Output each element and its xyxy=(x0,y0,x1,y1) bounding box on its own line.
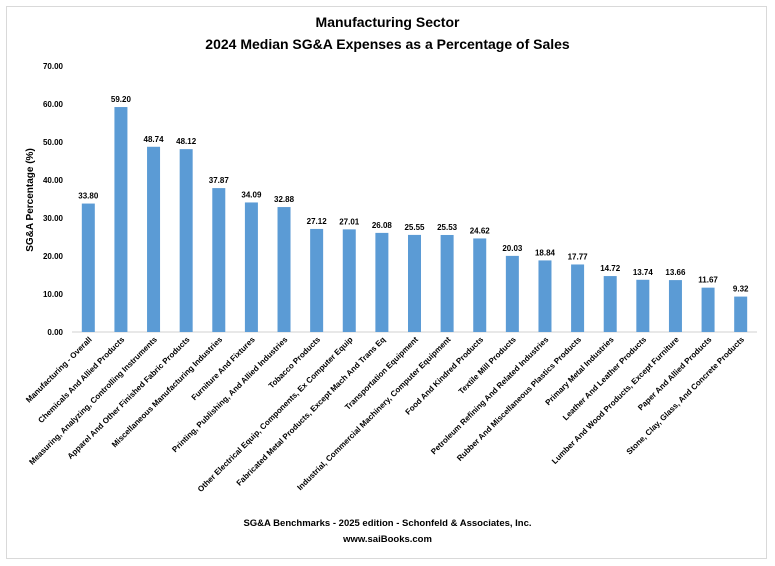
bar xyxy=(310,228,324,332)
bar-value-label: 32.88 xyxy=(274,195,295,204)
bar xyxy=(342,229,356,332)
bar xyxy=(636,279,650,332)
bar xyxy=(81,203,95,332)
bar-value-label: 33.80 xyxy=(78,192,99,201)
category-label: Rubber And Miscellaneous Plastics Produc… xyxy=(455,335,583,463)
y-tick-label: 20.00 xyxy=(43,252,64,261)
bar-value-label: 25.53 xyxy=(437,223,458,232)
y-axis-label: SG&A Percentage (%) xyxy=(25,148,36,252)
bar-value-label: 25.55 xyxy=(404,223,425,232)
bar xyxy=(734,296,748,332)
bar-value-label: 37.87 xyxy=(209,176,230,185)
category-label: Printing, Publishing, And Allied Industr… xyxy=(170,335,289,454)
bar-value-label: 17.77 xyxy=(568,252,589,261)
bar xyxy=(408,234,421,332)
category-label: Measuring, Analyzing, Controlling Instru… xyxy=(27,335,159,467)
bar xyxy=(440,234,454,332)
y-tick-label: 70.00 xyxy=(43,62,64,71)
category-label: Industrial, Commercial Machinery, Comput… xyxy=(295,335,452,492)
chart-subtitle: 2024 Median SG&A Expenses as a Percentag… xyxy=(205,36,570,52)
bar xyxy=(179,149,193,332)
bar-series xyxy=(81,107,748,332)
bar-value-label: 27.12 xyxy=(307,217,328,226)
bar-value-label: 14.72 xyxy=(600,264,621,273)
bar xyxy=(571,264,585,332)
bar-value-label: 20.03 xyxy=(502,244,523,253)
y-axis-ticks: 0.00 10.00 20.00 30.00 40.00 50.00 60.00 70.00 xyxy=(43,62,64,337)
category-label: Furniture And Fixtures xyxy=(190,335,258,403)
category-label: Manufacturing - Overall xyxy=(24,335,94,405)
bar xyxy=(668,280,682,332)
bar-value-label: 11.67 xyxy=(698,276,718,285)
bar xyxy=(473,238,487,332)
bar xyxy=(701,287,715,332)
bar-value-label: 48.74 xyxy=(144,135,165,144)
y-tick-label: 0.00 xyxy=(47,328,63,337)
bar-value-label: 13.74 xyxy=(633,268,654,277)
bar xyxy=(603,276,617,332)
chart-title: Manufacturing Sector xyxy=(315,14,460,30)
y-tick-label: 30.00 xyxy=(43,214,64,223)
bar xyxy=(277,207,291,332)
bar-value-label: 34.09 xyxy=(241,190,262,199)
bar-value-label: 24.62 xyxy=(470,226,491,235)
y-tick-label: 40.00 xyxy=(43,176,64,185)
category-label: Textile Mill Products xyxy=(457,335,518,396)
category-label: Petroleum Refining And Related Industrie… xyxy=(429,335,551,457)
bar xyxy=(244,202,258,332)
bar xyxy=(114,107,128,332)
data-labels: 33.80 59.20 48.74 48.12 37.87 34.09 32.88 27.12… xyxy=(78,95,749,294)
bar-value-label: 13.66 xyxy=(665,268,686,277)
y-tick-label: 50.00 xyxy=(43,138,64,147)
category-label: Apparel And Other Finished Fabric Produc… xyxy=(66,335,192,461)
bar-value-label: 59.20 xyxy=(111,95,132,104)
y-tick-label: 10.00 xyxy=(43,290,64,299)
y-tick-label: 60.00 xyxy=(43,100,64,109)
category-label: Fabricated Metal Products, Except Mach A… xyxy=(235,335,388,488)
bar-value-label: 9.32 xyxy=(733,285,749,294)
bar xyxy=(375,232,389,332)
bar xyxy=(212,188,226,332)
source-note: SG&A Benchmarks - 2025 edition - Schonfe… xyxy=(243,518,532,529)
bar xyxy=(538,260,552,332)
category-label: Other Electrical Equip, Components, Ex C… xyxy=(196,335,355,494)
category-label: Stone, Clay, Glass, And Concrete Product… xyxy=(625,335,747,457)
bar-value-label: 27.01 xyxy=(339,217,360,226)
bar-value-label: 26.08 xyxy=(372,221,393,230)
bar xyxy=(147,146,161,332)
bar-value-label: 18.84 xyxy=(535,248,556,257)
bar xyxy=(505,255,519,332)
bar-value-label: 48.12 xyxy=(176,137,197,146)
website-link[interactable]: www.saiBooks.com xyxy=(343,534,432,545)
